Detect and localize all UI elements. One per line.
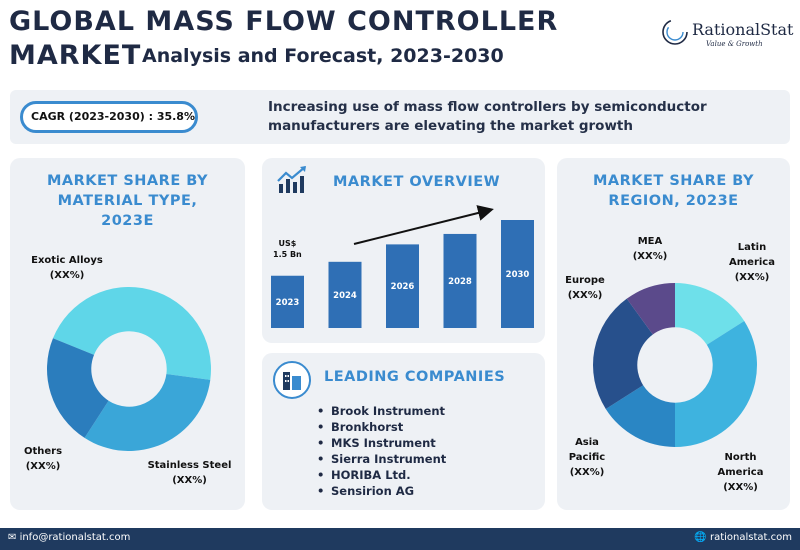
rationalstat-logo-icon — [662, 19, 688, 45]
bar-label-2024: 2024 — [333, 291, 357, 301]
bar-2028 — [443, 233, 477, 328]
growth-chart-icon — [277, 166, 306, 193]
slice-others — [46, 338, 109, 438]
region-share-card — [557, 158, 790, 510]
bar-2030 — [501, 220, 534, 328]
usd-label-line1: US$ — [278, 239, 297, 248]
companies-heading: LEADING COMPANIES — [324, 369, 506, 385]
mail-icon: ✉ — [8, 532, 20, 543]
company-item: HORIBA Ltd. — [317, 467, 446, 483]
trend-arrow — [353, 205, 494, 245]
company-item: Sensirion AG — [317, 483, 446, 499]
material-donut-chart — [46, 287, 212, 451]
companies-list: Brook Instrument Bronkhorst MKS Instrume… — [317, 403, 446, 499]
footer-bar — [0, 528, 800, 550]
region-heading-line1: MARKET SHARE BY — [592, 173, 755, 189]
cagr-value: CAGR (2023-2030) : 35.8% — [31, 110, 195, 123]
label-na-value: (XX%) — [723, 482, 758, 493]
company-item: Bronkhorst — [317, 419, 446, 435]
usd-label-line2: 1.5 Bn — [273, 250, 302, 259]
label-apac-name-2: Pacific — [568, 452, 606, 463]
material-share-card — [10, 158, 245, 510]
brand-logo[interactable]: RationalStat Value & Growth — [660, 17, 794, 51]
label-exotic-name: Exotic Alloys — [31, 255, 103, 266]
material-heading-line3: 2023E — [101, 213, 154, 229]
buildings-icon — [273, 361, 311, 399]
label-north-america: North America (XX%) — [708, 450, 773, 495]
label-exotic-value: (XX%) — [49, 270, 85, 281]
label-asia-pacific: Asia Pacific (XX%) — [562, 435, 612, 480]
label-apac-value: (XX%) — [569, 467, 605, 478]
banner-message: Increasing use of mass flow controllers … — [268, 99, 707, 134]
globe-icon: 🌐 — [694, 532, 710, 543]
material-heading-line1: MARKET SHARE BY — [46, 173, 209, 189]
label-europe-name: Europe — [565, 275, 605, 286]
label-latam-name-1: Latin — [737, 242, 767, 253]
bar-label-2026: 2026 — [391, 282, 415, 292]
company-item: Brook Instrument — [317, 403, 446, 419]
logo-tagline: Value & Growth — [706, 40, 763, 48]
bar-2024 — [328, 261, 362, 328]
bar-2026 — [386, 244, 419, 328]
footer-website[interactable]: 🌐 rationalstat.com — [694, 532, 792, 543]
label-others-value: (XX%) — [25, 461, 61, 472]
region-heading-line2: REGION, 2023E — [608, 193, 739, 209]
label-mea-value: (XX%) — [632, 251, 668, 262]
material-heading-line2: MATERIAL TYPE, — [57, 193, 198, 209]
usd-value-label: US$ 1.5 Bn — [273, 238, 302, 260]
bar-2023 — [271, 275, 304, 328]
overview-heading: MARKET OVERVIEW — [333, 174, 501, 190]
slice-north-america — [675, 321, 757, 447]
region-donut-chart — [593, 283, 757, 447]
label-stainless-name: Stainless Steel — [147, 460, 232, 471]
slice-exotic-alloys — [52, 287, 212, 380]
region-heading: MARKET SHARE BY REGION, 2023E — [557, 171, 790, 211]
label-latam-name-2: America — [729, 257, 775, 268]
bar-label-2023: 2023 — [276, 298, 300, 308]
label-na-name-2: America — [717, 467, 764, 478]
page-title-market: MARKET — [9, 40, 142, 71]
label-na-name-1: North — [724, 452, 757, 463]
slice-asia-pacific — [605, 385, 675, 447]
slice-mea — [626, 283, 675, 335]
label-apac-name-1: Asia — [575, 437, 599, 448]
slice-latin-america — [675, 283, 745, 345]
company-item: Sierra Instrument — [317, 451, 446, 467]
footer-website-text: rationalstat.com — [709, 532, 792, 543]
footer-email-text: info@rationalstat.com — [19, 532, 131, 543]
page-title-line1: GLOBAL MASS FLOW CONTROLLER — [9, 6, 559, 37]
label-mea: MEA (XX%) — [625, 234, 675, 264]
bar-label-2028: 2028 — [448, 277, 472, 287]
bar-label-2030: 2030 — [506, 270, 530, 280]
logo-name: RationalStat — [692, 20, 794, 39]
material-heading: MARKET SHARE BY MATERIAL TYPE, 2023E — [10, 171, 245, 231]
market-overview-bar-chart: 2023 2024 2026 2028 2030 — [271, 205, 534, 328]
slice-stainless-steel — [84, 373, 211, 451]
label-others: Others (XX%) — [13, 444, 73, 474]
label-latin-america: Latin America (XX%) — [717, 240, 787, 285]
label-stainless-steel: Stainless Steel (XX%) — [142, 458, 237, 488]
slice-europe — [593, 298, 653, 409]
label-stainless-value: (XX%) — [172, 475, 207, 486]
page-subtitle: Analysis and Forecast, 2023-2030 — [142, 45, 504, 67]
label-latam-value: (XX%) — [734, 272, 770, 283]
label-others-name: Others — [23, 446, 63, 457]
company-item: MKS Instrument — [317, 435, 446, 451]
label-europe: Europe (XX%) — [560, 273, 610, 303]
cagr-pill — [20, 101, 198, 133]
label-exotic-alloys: Exotic Alloys (XX%) — [22, 253, 112, 283]
footer-email[interactable]: ✉ info@rationalstat.com — [8, 532, 130, 543]
label-europe-value: (XX%) — [567, 290, 603, 301]
label-mea-name: MEA — [637, 236, 663, 247]
